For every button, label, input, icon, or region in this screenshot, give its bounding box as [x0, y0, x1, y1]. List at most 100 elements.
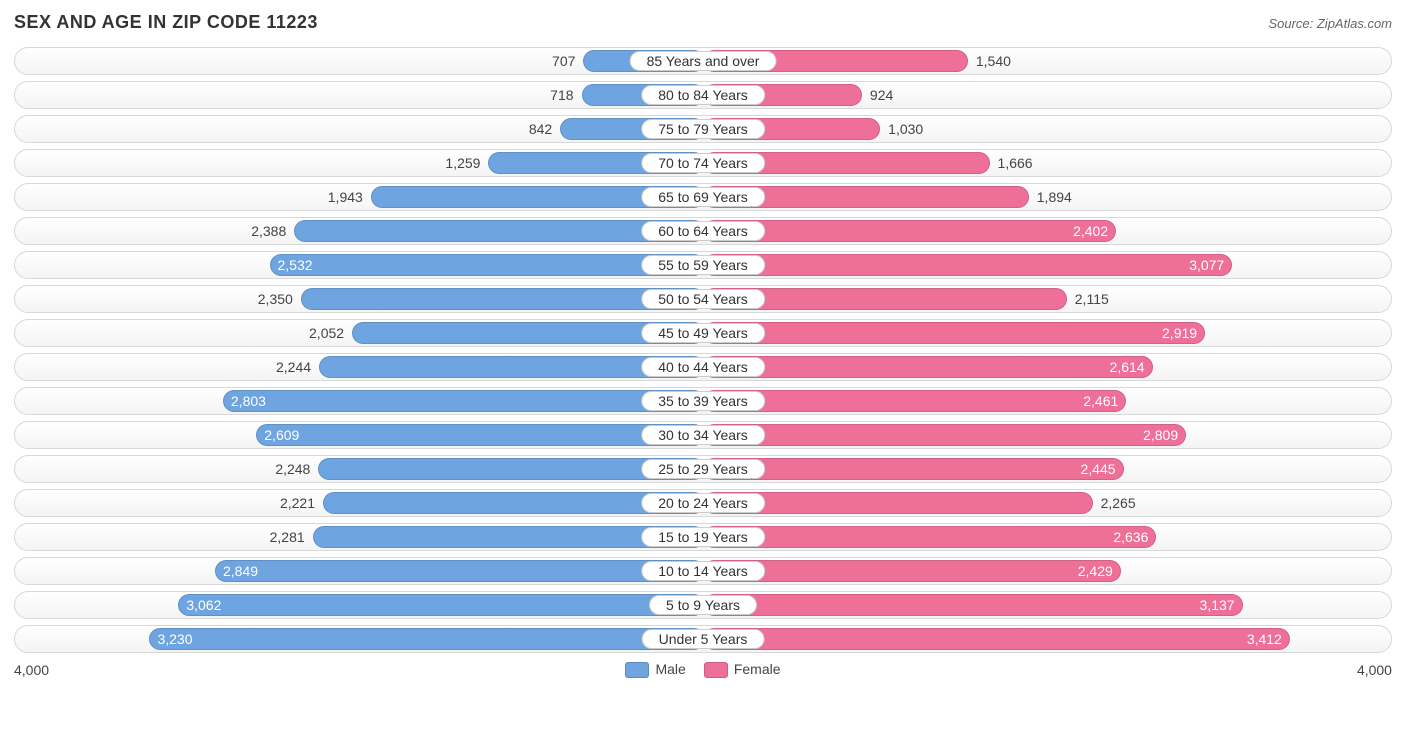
- male-half: 707: [17, 50, 705, 72]
- male-half: 2,849: [17, 560, 705, 582]
- male-half: 2,803: [17, 390, 705, 412]
- male-bar: [215, 560, 705, 582]
- chart-row: 71892480 to 84 Years: [14, 81, 1392, 109]
- male-value: 3,062: [186, 597, 221, 613]
- female-bar: [703, 390, 1126, 412]
- population-pyramid-chart: 7071,54085 Years and over71892480 to 84 …: [14, 47, 1392, 653]
- male-half: 1,943: [17, 186, 705, 208]
- female-value: 2,429: [1078, 563, 1113, 579]
- female-bar: [703, 220, 1116, 242]
- male-half: 3,230: [17, 628, 705, 650]
- female-value: 2,115: [1075, 291, 1109, 307]
- male-half: 2,244: [17, 356, 705, 378]
- female-bar: [703, 560, 1121, 582]
- male-bar: [223, 390, 705, 412]
- female-value: 1,540: [976, 53, 1011, 69]
- axis-max-left: 4,000: [14, 662, 49, 678]
- male-half: 2,221: [17, 492, 705, 514]
- chart-row: 7071,54085 Years and over: [14, 47, 1392, 75]
- chart-row: 2,6092,80930 to 34 Years: [14, 421, 1392, 449]
- chart-row: 3,2303,412Under 5 Years: [14, 625, 1392, 653]
- male-value: 2,350: [258, 291, 293, 307]
- legend-item: Male: [625, 661, 685, 678]
- female-value: 1,666: [998, 155, 1033, 171]
- female-bar: [703, 594, 1243, 616]
- female-value: 1,030: [888, 121, 923, 137]
- female-value: 3,137: [1200, 597, 1235, 613]
- female-bar: [703, 458, 1124, 480]
- male-value: 2,248: [275, 461, 310, 477]
- male-half: 2,388: [17, 220, 705, 242]
- female-bar: [703, 322, 1205, 344]
- chart-source: Source: ZipAtlas.com: [1268, 16, 1392, 31]
- female-value: 2,636: [1113, 529, 1148, 545]
- male-half: 3,062: [17, 594, 705, 616]
- female-half: 3,077: [703, 254, 1391, 276]
- female-half: 2,265: [703, 492, 1391, 514]
- category-label: 10 to 14 Years: [641, 561, 765, 581]
- female-half: 1,030: [703, 118, 1391, 140]
- male-bar: [149, 628, 705, 650]
- female-half: 2,636: [703, 526, 1391, 548]
- legend-label: Male: [655, 661, 685, 677]
- male-half: 718: [17, 84, 705, 106]
- male-bar: [270, 254, 706, 276]
- female-half: 2,445: [703, 458, 1391, 480]
- male-half: 2,350: [17, 288, 705, 310]
- legend-label: Female: [734, 661, 781, 677]
- category-label: 55 to 59 Years: [641, 255, 765, 275]
- chart-row: 2,2212,26520 to 24 Years: [14, 489, 1392, 517]
- female-half: 3,137: [703, 594, 1391, 616]
- category-label: 70 to 74 Years: [641, 153, 765, 173]
- female-value: 3,412: [1247, 631, 1282, 647]
- legend-swatch: [625, 662, 649, 678]
- chart-header: SEX AND AGE IN ZIP CODE 11223 Source: Zi…: [14, 12, 1392, 33]
- male-value: 718: [550, 87, 573, 103]
- category-label: 30 to 34 Years: [641, 425, 765, 445]
- category-label: 35 to 39 Years: [641, 391, 765, 411]
- chart-row: 842 1,030 75 to 79 Years: [14, 115, 1392, 143]
- female-half: 1,666: [703, 152, 1391, 174]
- male-value: 2,052: [309, 325, 344, 341]
- category-label: 75 to 79 Years: [641, 119, 765, 139]
- category-label: 65 to 69 Years: [641, 187, 765, 207]
- male-value: 2,388: [251, 223, 286, 239]
- chart-row: 1,259 1,666 70 to 74 Years: [14, 149, 1392, 177]
- male-half: 2,248: [17, 458, 705, 480]
- female-value: 2,265: [1101, 495, 1136, 511]
- category-label: 60 to 64 Years: [641, 221, 765, 241]
- chart-row: 2,849 2,429 10 to 14 Years: [14, 557, 1392, 585]
- male-value: 2,244: [276, 359, 311, 375]
- female-bar: [703, 356, 1153, 378]
- female-value: 2,445: [1080, 461, 1115, 477]
- male-half: 2,532: [17, 254, 705, 276]
- female-bar: [703, 628, 1290, 650]
- female-half: 2,614: [703, 356, 1391, 378]
- female-value: 1,894: [1037, 189, 1072, 205]
- male-value: 1,259: [445, 155, 480, 171]
- category-label: 50 to 54 Years: [641, 289, 765, 309]
- male-value: 2,532: [278, 257, 313, 273]
- category-label: 80 to 84 Years: [641, 85, 765, 105]
- legend-item: Female: [704, 661, 781, 678]
- male-value: 842: [529, 121, 552, 137]
- chart-row: 2,532 3,07755 to 59 Years: [14, 251, 1392, 279]
- chart-row: 2,388 2,40260 to 64 Years: [14, 217, 1392, 245]
- female-value: 2,614: [1110, 359, 1145, 375]
- male-value: 2,803: [231, 393, 266, 409]
- female-half: 2,919: [703, 322, 1391, 344]
- female-bar: [703, 254, 1232, 276]
- category-label: 40 to 44 Years: [641, 357, 765, 377]
- male-value: 1,943: [328, 189, 363, 205]
- female-value: 2,919: [1162, 325, 1197, 341]
- female-half: 1,540: [703, 50, 1391, 72]
- female-half: 3,412: [703, 628, 1391, 650]
- legend-swatch: [704, 662, 728, 678]
- male-half: 2,609: [17, 424, 705, 446]
- female-half: 2,402: [703, 220, 1391, 242]
- category-label: 15 to 19 Years: [641, 527, 765, 547]
- male-value: 2,849: [223, 563, 258, 579]
- category-label: 45 to 49 Years: [641, 323, 765, 343]
- female-bar: [703, 424, 1186, 446]
- chart-row: 2,244 2,614 40 to 44 Years: [14, 353, 1392, 381]
